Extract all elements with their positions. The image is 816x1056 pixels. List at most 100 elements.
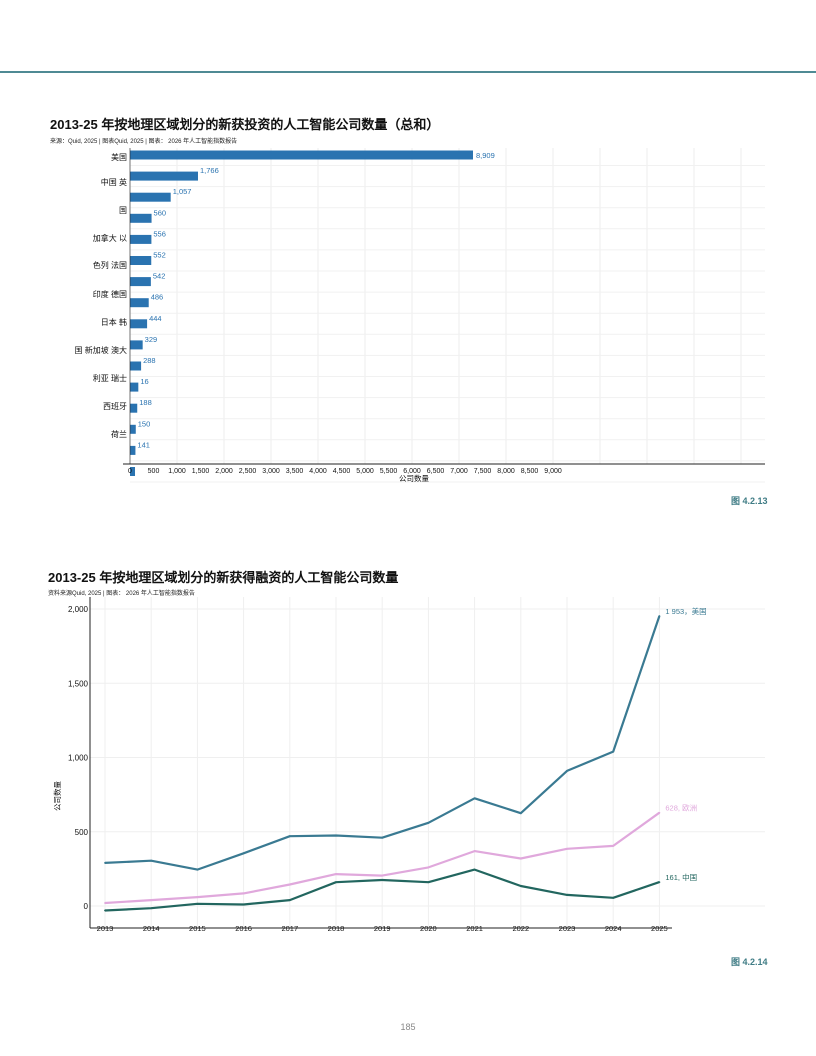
chart1-data-label: 1,057 [173, 187, 192, 196]
chart2-point-欧洲 [150, 899, 153, 901]
chart2-point-欧洲 [104, 902, 106, 904]
chart2-title: 2013-25 年按地理区域划分的新获得融资的人工智能公司数量 [48, 570, 399, 585]
chart2-point-中国 [519, 885, 522, 887]
chart1-bar [130, 403, 138, 413]
chart1-bar-chart: 8,909 1,766 1,057 560 556 552 542 486 444 329 288 1… [75, 148, 765, 483]
chart1-figure-label: 图 4.2.13 [731, 496, 768, 506]
chart2-point-中国 [612, 896, 615, 899]
chart1-bar [130, 467, 136, 476]
chart1-category-label: 国 新加坡 澳大 [75, 345, 127, 355]
chart2-x-tick-label: 2025 [651, 924, 668, 933]
chart2-series-label-欧洲: 628, 欧洲 [665, 803, 697, 813]
chart1-category-label: 中国 英 [101, 177, 127, 187]
chart2-point-美国 [519, 812, 522, 815]
chart1-data-label: 288 [143, 356, 156, 365]
chart2-point-中国 [196, 902, 199, 905]
chart1-data-label: 560 [154, 208, 167, 217]
chart1-bar [130, 445, 136, 455]
chart1-data-label: 150 [138, 419, 151, 428]
chart2-y-tick-label: 2,000 [68, 605, 89, 614]
chart2-point-中国 [150, 907, 153, 910]
chart1-category-label: 美国 [111, 152, 127, 162]
chart2-point-中国 [566, 893, 568, 896]
chart1-category-label: 日本 韩 [101, 317, 127, 327]
chart1-x-tick-label: 500 [148, 468, 160, 475]
chart2-point-欧洲 [612, 844, 615, 847]
chart2-x-tick-label: 2017 [281, 924, 298, 933]
chart1-x-tick-label: 0 [128, 468, 132, 475]
chart2-figure-label: 图 4.2.14 [731, 957, 768, 967]
chart2-point-欧洲 [658, 811, 661, 814]
chart1-data-label: 552 [153, 251, 166, 260]
chart1-data-label: 542 [153, 272, 166, 281]
chart1-bar [130, 234, 152, 244]
chart2-point-美国 [242, 852, 245, 855]
chart2-point-欧洲 [566, 847, 568, 850]
chart1-data-label: 486 [151, 293, 164, 302]
chart1-data-label: 188 [139, 398, 152, 407]
chart1-bar [130, 256, 152, 265]
chart1-data-label: 16 [140, 377, 148, 386]
chart2-point-欧洲 [519, 857, 522, 860]
chart2-point-美国 [104, 862, 106, 864]
chart2-point-中国 [381, 879, 384, 881]
chart1-bar [130, 298, 149, 308]
chart1-category-label: 色列 法国 [93, 260, 127, 270]
chart2-x-tick-label: 2020 [420, 924, 437, 933]
chart2-x-tick-label: 2018 [328, 924, 345, 933]
chart2-point-美国 [658, 615, 661, 617]
chart1-data-label: 141 [137, 440, 150, 449]
chart1-category-label: 加拿大 以 [93, 233, 127, 243]
chart1-category-label: 利亚 瑞士 [93, 373, 127, 383]
chart1-x-tick-label: 2,500 [239, 468, 257, 475]
chart1-x-tick-label: 9,000 [544, 468, 562, 475]
chart2-x-tick-label: 2022 [512, 924, 529, 933]
chart2-x-tick-label: 2014 [143, 924, 160, 933]
chart1-x-tick-label: 1,500 [192, 468, 210, 475]
chart2-point-美国 [566, 769, 568, 772]
chart2-x-tick-label: 2013 [97, 924, 114, 933]
chart2-x-tick-label: 2019 [374, 924, 391, 933]
chart2-point-欧洲 [427, 866, 430, 869]
chart2-point-欧洲 [242, 892, 245, 895]
chart2-x-tick-label: 2024 [605, 924, 622, 933]
chart1-x-tick-label: 2,000 [215, 468, 233, 475]
chart2-y-tick-label: 0 [84, 902, 89, 911]
chart2-x-tick-label: 2015 [189, 924, 206, 933]
chart1-data-label: 556 [153, 229, 166, 238]
chart1-bar [130, 150, 473, 160]
chart1-x-tick-label: 1,000 [168, 468, 186, 475]
chart1-x-tick-label: 7,500 [474, 468, 492, 475]
chart2-x-tick-label: 2023 [559, 924, 576, 933]
chart2-point-美国 [381, 836, 384, 839]
chart1-x-tick-label: 3,500 [286, 468, 304, 475]
chart1-data-label: 1,766 [200, 166, 219, 175]
chart2-point-美国 [473, 797, 476, 800]
chart2-point-中国 [658, 881, 661, 883]
chart2-x-tick-label: 2021 [466, 924, 483, 933]
chart2-point-美国 [150, 859, 153, 862]
chart1-x-tick-label: 3,000 [262, 468, 280, 475]
chart2-y-tick-label: 1,500 [68, 679, 89, 688]
chart1-x-tick-label: 4,000 [309, 468, 327, 475]
chart2-y-axis-label: 公司数量 [52, 781, 62, 811]
chart1-x-tick-label: 6,500 [427, 468, 445, 475]
chart1-data-label: 329 [145, 335, 158, 344]
chart1-bar [130, 319, 148, 329]
chart2-series-label-中国: 161, 中国 [665, 872, 697, 882]
chart1-bar [130, 424, 136, 434]
chart2-point-欧洲 [288, 883, 291, 886]
chart2-point-中国 [335, 881, 337, 884]
chart2-point-欧洲 [473, 850, 476, 852]
chart1-bar [130, 340, 143, 350]
chart2-point-中国 [427, 881, 430, 884]
chart2-line-chart: 0 500 1,000 1,500 2,000 2013 2014 2015 2016 2017 2… [52, 597, 765, 933]
chart2-y-tick-label: 500 [75, 828, 89, 837]
chart1-bar [130, 277, 151, 287]
chart1-bar [130, 382, 139, 392]
chart1-x-tick-label: 5,000 [356, 468, 374, 475]
chart1-x-tick-label: 8,500 [521, 468, 539, 475]
chart2-point-中国 [473, 868, 476, 871]
chart1-x-tick-label: 8,000 [497, 468, 515, 475]
chart2-point-中国 [104, 909, 106, 912]
